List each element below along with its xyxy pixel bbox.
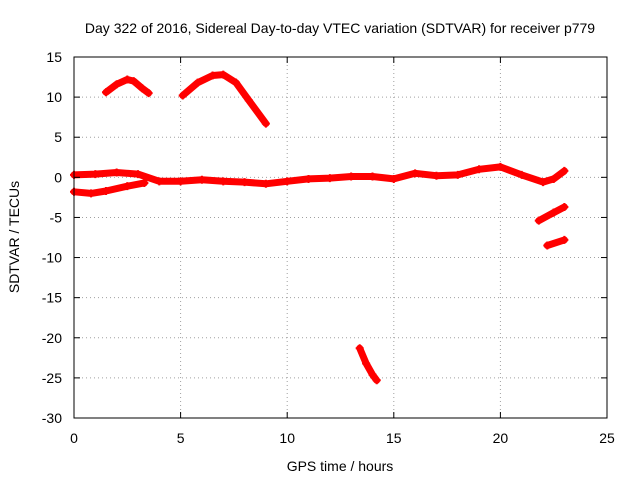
x-tick-label: 5 xyxy=(177,430,185,446)
y-tick-label: -25 xyxy=(42,370,62,386)
chart-title: Day 322 of 2016, Sidereal Day-to-day VTE… xyxy=(85,20,595,36)
y-tick-label: 0 xyxy=(54,169,62,185)
y-tick-label: -10 xyxy=(42,250,62,266)
plot-frame xyxy=(73,56,608,419)
data-point xyxy=(261,119,270,128)
y-tick-label: 15 xyxy=(46,49,62,65)
data-point xyxy=(138,84,147,93)
data-point xyxy=(549,208,558,217)
series-band-low xyxy=(70,178,149,198)
data-point xyxy=(123,182,132,191)
data-point xyxy=(261,179,270,188)
data-point xyxy=(560,203,569,212)
data-point xyxy=(112,80,121,89)
data-point xyxy=(549,174,558,183)
data-point xyxy=(283,177,292,186)
x-tick-label: 25 xyxy=(599,430,615,446)
data-point xyxy=(389,174,398,183)
data-point xyxy=(123,75,132,84)
data-point xyxy=(453,170,462,179)
y-tick-label: -15 xyxy=(42,290,62,306)
data-point xyxy=(101,88,110,97)
y-axis-title: SDTVAR / TECUs xyxy=(6,181,22,293)
data-point xyxy=(219,70,228,79)
data-point xyxy=(144,89,153,98)
grid xyxy=(74,57,607,418)
data-point xyxy=(133,170,142,179)
data-point xyxy=(112,168,121,177)
data-point xyxy=(517,170,526,179)
data-point xyxy=(543,241,552,250)
data-point xyxy=(197,175,206,184)
data-point xyxy=(244,96,253,105)
series-line xyxy=(356,344,381,384)
data-point xyxy=(368,370,377,379)
series-arc-e xyxy=(355,344,381,385)
data-point xyxy=(560,235,569,244)
data-point xyxy=(432,171,441,180)
data-point xyxy=(355,344,364,353)
data-point xyxy=(129,77,138,86)
data-point xyxy=(304,174,313,183)
series-arc-b xyxy=(178,70,270,128)
x-tick-label: 20 xyxy=(493,430,509,446)
data-point xyxy=(101,186,110,195)
x-tick-label: 10 xyxy=(279,430,295,446)
data-point xyxy=(193,78,202,87)
x-tick-labels: 0 5 10 15 20 25 xyxy=(70,430,615,446)
data-point xyxy=(496,162,505,171)
x-tick-label: 15 xyxy=(386,430,402,446)
data-point xyxy=(411,169,420,178)
data-point xyxy=(325,174,334,183)
series-seg-d xyxy=(543,235,569,250)
series-seg-c2 xyxy=(549,203,569,217)
data-point xyxy=(534,216,543,225)
data-point xyxy=(208,71,217,80)
y-tick-label: -20 xyxy=(42,330,62,346)
data-series xyxy=(70,70,569,385)
data-point xyxy=(87,189,96,198)
data-point xyxy=(91,170,100,179)
y-tick-label: 5 xyxy=(54,129,62,145)
data-point xyxy=(240,178,249,187)
y-tick-label: -5 xyxy=(50,209,63,225)
data-point xyxy=(219,177,228,186)
data-point xyxy=(176,177,185,186)
data-point xyxy=(560,166,569,175)
x-axis-title: GPS time / hours xyxy=(287,458,394,474)
axis-ticks xyxy=(73,56,608,419)
data-point xyxy=(539,178,548,187)
data-point xyxy=(362,359,371,368)
data-point xyxy=(140,178,149,187)
data-point xyxy=(368,172,377,181)
data-point xyxy=(347,172,356,181)
data-point xyxy=(155,177,164,186)
data-point xyxy=(232,78,241,87)
y-tick-labels: 15 10 5 0 -5 -10 -15 -20 -25 -30 xyxy=(42,49,62,426)
data-point xyxy=(372,376,381,385)
data-point xyxy=(178,91,187,100)
series-arc-a xyxy=(101,75,153,98)
y-tick-label: 10 xyxy=(46,89,62,105)
x-tick-label: 0 xyxy=(70,430,78,446)
y-tick-label: -30 xyxy=(42,410,62,426)
data-point xyxy=(475,165,484,174)
